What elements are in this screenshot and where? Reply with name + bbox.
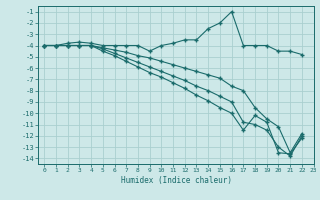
X-axis label: Humidex (Indice chaleur): Humidex (Indice chaleur)	[121, 176, 231, 185]
